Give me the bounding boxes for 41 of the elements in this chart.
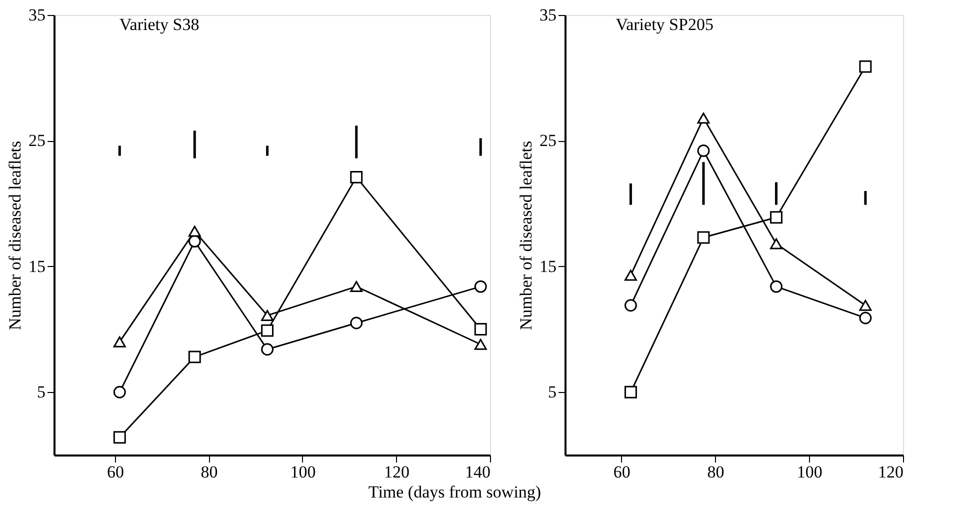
bar xyxy=(479,138,482,156)
y-tick-label: 35 xyxy=(540,6,556,24)
y-tick-label: 25 xyxy=(28,131,46,150)
point xyxy=(261,310,274,321)
bar xyxy=(193,130,196,158)
x-tick-label: 100 xyxy=(290,462,316,482)
point xyxy=(188,226,201,237)
chart-title: Variety S38 xyxy=(119,15,200,34)
point xyxy=(474,338,487,350)
x-tick-label: 100 xyxy=(796,462,822,482)
point xyxy=(261,324,274,337)
y-tick-label: 15 xyxy=(540,256,556,276)
point xyxy=(474,280,487,293)
y-axis-title: Number of diseased leaflets xyxy=(6,140,24,330)
point xyxy=(113,386,126,398)
point xyxy=(113,431,126,444)
chart-title: Variety SP205 xyxy=(616,15,714,34)
point xyxy=(350,316,363,330)
y-tick-label: 5 xyxy=(37,382,46,402)
x-tick-label: 120 xyxy=(384,462,410,482)
y-axis-title: Number of diseased leaflets xyxy=(516,140,536,330)
bar xyxy=(355,126,358,158)
x-tick-label: 140 xyxy=(465,462,490,482)
bar xyxy=(118,146,121,156)
x-tick-label: 60 xyxy=(613,462,630,482)
x-tick-label: 60 xyxy=(106,462,124,482)
x-tick-label: 120 xyxy=(878,462,904,482)
point xyxy=(113,336,126,348)
point xyxy=(474,323,487,336)
x-axis-title: Time (days from sowing) xyxy=(368,482,542,502)
point xyxy=(188,350,201,364)
x-tick-label: 80 xyxy=(200,462,218,482)
point xyxy=(261,343,274,356)
y-tick-label: 15 xyxy=(28,256,46,276)
y-tick-label: 35 xyxy=(28,6,46,24)
x-tick-label: 80 xyxy=(707,462,724,482)
point xyxy=(350,170,363,184)
y-tick-label: 5 xyxy=(548,382,556,402)
point xyxy=(350,281,363,292)
bar xyxy=(266,146,269,156)
y-tick-label: 25 xyxy=(540,131,556,150)
